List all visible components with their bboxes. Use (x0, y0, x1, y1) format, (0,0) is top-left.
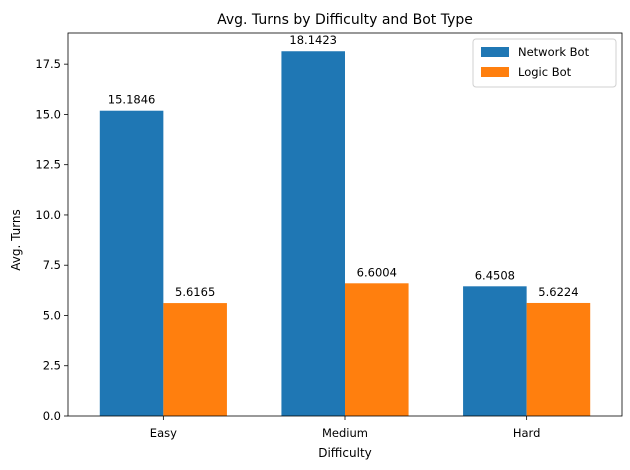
x-tick-label: Medium (322, 426, 368, 440)
bar-medium-s0 (281, 51, 345, 416)
legend-swatch (481, 47, 509, 57)
y-tick-label: 12.5 (35, 158, 61, 172)
y-tick-label: 5.0 (43, 308, 61, 322)
bar-hard-s1 (526, 302, 591, 416)
y-tick-label: 2.5 (43, 359, 61, 373)
chart-title: Avg. Turns by Difficulty and Bot Type (217, 12, 473, 28)
x-tick-label: Hard (513, 426, 541, 440)
bar-value-label: 6.4508 (475, 268, 515, 282)
legend-entry: Logic Bot (518, 65, 572, 79)
y-tick-label: 17.5 (35, 57, 61, 71)
legend-swatch (481, 67, 509, 77)
legend-entry: Network Bot (518, 45, 590, 59)
bar-value-label: 5.6224 (538, 285, 578, 299)
bar-easy-s0 (99, 110, 164, 417)
x-tick-label: Easy (150, 426, 177, 440)
bar-hard-s0 (463, 286, 527, 416)
bar-easy-s1 (163, 303, 227, 416)
y-axis-label: Avg. Turns (9, 209, 23, 271)
y-tick-label: 10.0 (35, 208, 61, 222)
x-axis-label: Difficulty (318, 446, 372, 460)
bar-value-label: 5.6165 (175, 285, 215, 299)
bar-value-label: 15.1846 (108, 93, 156, 107)
bar-medium-s1 (345, 283, 409, 416)
y-tick-label: 0.0 (43, 409, 61, 423)
legend: Network Bot Logic Bot (472, 38, 617, 88)
y-tick-label: 15.0 (35, 107, 61, 121)
y-tick-label: 7.5 (43, 258, 61, 272)
plot-area: 15.1846 18.1423 6.4508 5.6165 6.6004 5.6224 0.… (35, 32, 623, 440)
bar-value-label: 18.1423 (289, 33, 337, 47)
bar-value-label: 6.6004 (357, 265, 397, 279)
